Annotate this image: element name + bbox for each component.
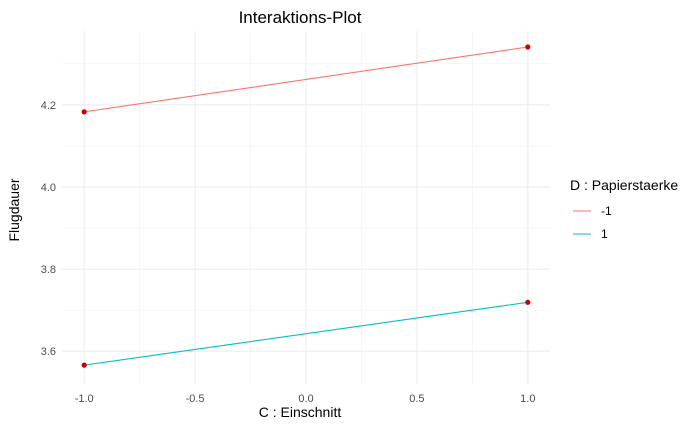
y-tick-label: 4.0	[41, 182, 56, 194]
y-tick-label: 4.2	[41, 100, 56, 112]
x-tick-label: -1.0	[75, 393, 94, 405]
tick-layer: -1.0 -0.5 0.0 0.5 1.0 3.6 3.8 4.0 4.2	[41, 100, 536, 405]
x-tick-label: 0.0	[298, 393, 313, 405]
grid-layer	[62, 31, 550, 384]
data-point	[525, 44, 531, 50]
y-axis-title: Flugdauer	[6, 178, 22, 241]
data-point	[81, 109, 87, 115]
series-line-0	[84, 46, 528, 113]
legend: D : Papierstaerke -1 1	[570, 177, 678, 241]
data-point	[81, 362, 87, 368]
x-tick-label: -0.5	[186, 393, 205, 405]
x-tick-label: 0.5	[409, 393, 424, 405]
legend-label-0: -1	[601, 204, 612, 218]
series-layer	[81, 44, 531, 368]
legend-label-1: 1	[601, 227, 608, 241]
y-tick-label: 3.6	[41, 346, 56, 358]
x-tick-label: 1.0	[520, 393, 535, 405]
series-line-1	[84, 301, 528, 366]
legend-title: D : Papierstaerke	[570, 177, 678, 193]
x-axis-title: C : Einschnitt	[259, 404, 342, 420]
chart-title: Interaktions-Plot	[239, 8, 362, 27]
y-tick-label: 3.8	[41, 264, 56, 276]
data-point	[525, 299, 531, 305]
